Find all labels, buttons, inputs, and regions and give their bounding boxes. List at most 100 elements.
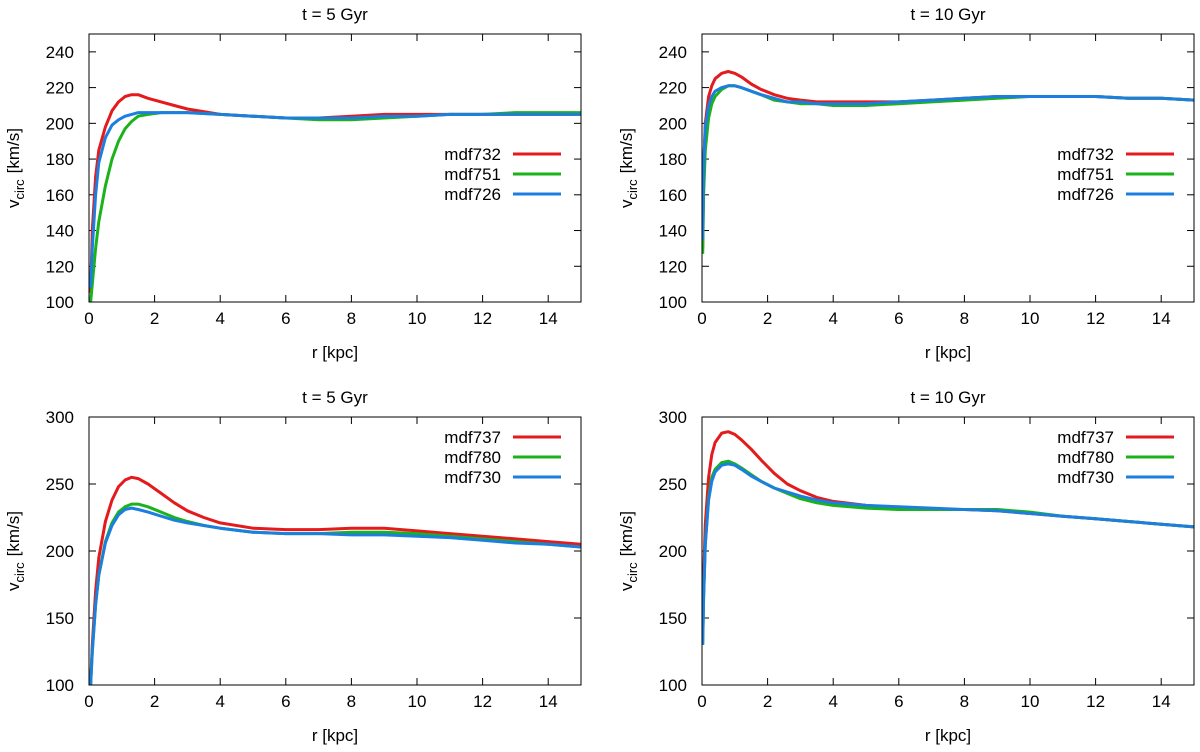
x-tick-label: 10: [408, 309, 427, 328]
y-tick-label: 300: [46, 408, 74, 427]
x-tick-label: 6: [281, 309, 290, 328]
y-tick-label: 120: [659, 257, 687, 276]
x-tick-label: 4: [828, 309, 837, 328]
series-line-mdf730: [702, 462, 1194, 645]
x-axis-label: r [kpc]: [925, 343, 971, 362]
plot-frame: [88, 33, 582, 303]
legend-label-mdf730: mdf730: [1057, 468, 1114, 487]
x-tick-label: 6: [894, 692, 903, 711]
series-line-mdf751: [702, 84, 1194, 254]
x-tick-label: 8: [960, 692, 969, 711]
y-axis-label-main: v: [4, 199, 23, 208]
y-axis-label-main: v: [617, 199, 636, 208]
x-axis-label: r [kpc]: [925, 726, 971, 745]
x-tick-label: 8: [347, 309, 356, 328]
y-axis-label-unit: [km/s]: [4, 511, 23, 556]
y-axis-label: vcirc [km/s]: [617, 511, 640, 591]
x-tick-label: 14: [1152, 309, 1171, 328]
y-tick-label: 100: [46, 293, 74, 312]
panel-3: t = 5 Gyr 0 2 4 6 8 10 12 14 100 150 200 250 300 r [kp…: [4, 388, 582, 745]
legend-label-mdf737: mdf737: [444, 428, 501, 447]
x-tick-label: 0: [697, 309, 706, 328]
y-tick-label: 300: [659, 408, 687, 427]
y-tick-label: 220: [46, 79, 74, 98]
x-tick-label: 8: [347, 692, 356, 711]
y-tick-label: 140: [46, 222, 74, 241]
panel-1: t = 5 Gyr 0 2 4 6 8 10 12 14 100 120 140 160 180 200 22…: [4, 5, 582, 362]
y-tick-label: 100: [659, 293, 687, 312]
chart-title: t = 5 Gyr: [302, 5, 368, 24]
y-tick-label: 180: [46, 150, 74, 169]
y-tick-label: 250: [46, 475, 74, 494]
y-axis-label-sub: circ: [625, 562, 640, 583]
x-axis-label: r [kpc]: [312, 343, 358, 362]
series-line-mdf737: [702, 430, 1194, 632]
y-axis-label-unit: [km/s]: [617, 511, 636, 556]
y-axis-label: vcirc [km/s]: [617, 128, 640, 208]
legend-label-mdf732: mdf732: [1057, 145, 1114, 164]
y-tick-label: 250: [659, 475, 687, 494]
y-tick-label: 200: [659, 114, 687, 133]
x-tick-label: 10: [1021, 309, 1040, 328]
y-tick-label: 220: [659, 79, 687, 98]
y-axis-label-sub: circ: [625, 179, 640, 200]
y-axis-label-main: v: [4, 582, 23, 591]
y-tick-label: 150: [659, 609, 687, 628]
legend-label-mdf751: mdf751: [1057, 165, 1114, 184]
series-line-mdf751: [89, 111, 581, 302]
y-tick-label: 120: [46, 257, 74, 276]
chart-title: t = 5 Gyr: [302, 388, 368, 407]
panel-2: t = 10 Gyr 0 2 4 6 8 10 12 14 100 120 140 160 180 200 2…: [617, 5, 1195, 362]
legend-label-mdf751: mdf751: [444, 165, 501, 184]
plot-frame: [701, 33, 1195, 303]
y-tick-label: 150: [46, 609, 74, 628]
series-line-mdf732: [89, 93, 581, 294]
x-tick-label: 4: [215, 692, 224, 711]
series-line-mdf780: [89, 502, 581, 685]
x-tick-label: 4: [828, 692, 837, 711]
x-tick-label: 2: [763, 309, 772, 328]
legend-label-mdf730: mdf730: [444, 468, 501, 487]
x-tick-label: 0: [697, 692, 706, 711]
x-tick-label: 6: [894, 309, 903, 328]
y-axis-label-main: v: [617, 582, 636, 591]
y-tick-label: 200: [46, 542, 74, 561]
y-tick-label: 100: [659, 676, 687, 695]
legend-label-mdf780: mdf780: [1057, 448, 1114, 467]
x-tick-label: 2: [150, 309, 159, 328]
legend-label-mdf726: mdf726: [444, 185, 501, 204]
y-tick-label: 100: [46, 676, 74, 695]
x-tick-label: 4: [215, 309, 224, 328]
x-axis-label: r [kpc]: [312, 726, 358, 745]
y-tick-label: 180: [659, 150, 687, 169]
x-tick-label: 14: [1152, 692, 1171, 711]
legend-label-mdf732: mdf732: [444, 145, 501, 164]
x-tick-label: 6: [281, 692, 290, 711]
y-axis-label-unit: [km/s]: [4, 128, 23, 173]
series-line-mdf726: [89, 111, 581, 288]
plot-frame: [701, 416, 1195, 686]
plot-frame: [88, 416, 582, 686]
series-line-mdf726: [702, 84, 1194, 240]
legend-label-mdf726: mdf726: [1057, 185, 1114, 204]
y-tick-label: 200: [46, 114, 74, 133]
chart-title: t = 10 Gyr: [910, 388, 985, 407]
y-axis-label: vcirc [km/s]: [4, 511, 27, 591]
series-line-mdf737: [89, 475, 581, 685]
x-tick-label: 8: [960, 309, 969, 328]
y-tick-label: 200: [659, 542, 687, 561]
y-axis-label-sub: circ: [12, 562, 27, 583]
x-tick-label: 10: [408, 692, 427, 711]
x-tick-label: 12: [473, 692, 492, 711]
y-tick-label: 240: [46, 43, 74, 62]
y-tick-label: 160: [659, 186, 687, 205]
x-tick-label: 12: [473, 309, 492, 328]
y-tick-label: 240: [659, 43, 687, 62]
legend-label-mdf780: mdf780: [444, 448, 501, 467]
legend-label-mdf737: mdf737: [1057, 428, 1114, 447]
x-tick-label: 12: [1086, 692, 1105, 711]
y-axis-label: vcirc [km/s]: [4, 128, 27, 208]
x-tick-label: 14: [539, 309, 558, 328]
x-tick-label: 14: [539, 692, 558, 711]
